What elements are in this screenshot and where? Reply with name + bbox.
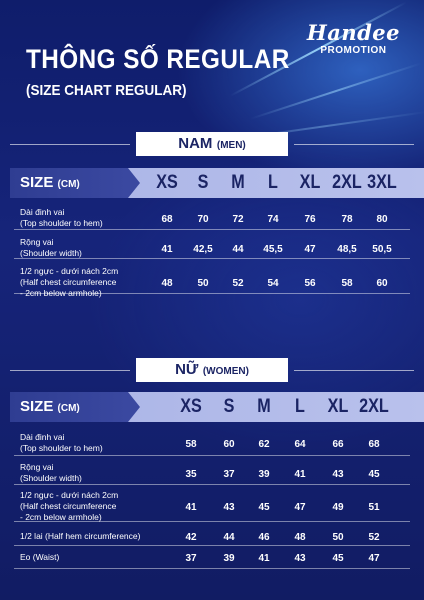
gender-label-women: NỮ (WOMEN) <box>10 358 414 382</box>
table-cell: 47 <box>294 502 306 513</box>
size-column-header: 3XL <box>367 172 397 193</box>
size-column-header: XL <box>299 172 321 193</box>
table-cell: 50 <box>332 532 344 543</box>
table-cell: 62 <box>258 438 270 450</box>
measurement-label: 1/2 ngực - dưới nách 2cm (Half chest circ… <box>20 490 119 522</box>
table-cell: 72 <box>232 213 244 225</box>
table-cell: 45 <box>332 553 344 564</box>
table-cell: 48 <box>161 278 173 289</box>
row-divider <box>14 258 410 259</box>
measurement-label: Dài đinh vai (Top shoulder to hem) <box>20 207 103 228</box>
size-label-text: SIZE <box>20 174 54 191</box>
size-column-header: L <box>268 172 278 193</box>
size-column-header: M <box>257 396 271 417</box>
size-column-header: S <box>223 396 235 417</box>
table-cell: 45,5 <box>263 243 283 255</box>
table-cell: 47 <box>304 243 316 255</box>
table-cell: 46 <box>258 532 270 543</box>
gender-main: NỮ <box>175 361 199 378</box>
size-unit-text: (CM) <box>57 179 80 190</box>
table-cell: 39 <box>258 468 270 480</box>
row-divider <box>14 293 410 294</box>
logo-mark: Handee <box>306 20 400 45</box>
table-cell: 80 <box>376 213 388 225</box>
measurement-label: 1/2 ngực - dưới nách 2cm (Half chest circ… <box>20 266 119 298</box>
table-cell: 48,5 <box>337 243 357 255</box>
table-cell: 45 <box>368 468 380 480</box>
measurement-label: Dài đinh vai (Top shoulder to hem) <box>20 432 103 453</box>
logo-subtitle: PROMOTION <box>320 45 387 56</box>
table-cell: 43 <box>294 553 306 564</box>
table-cell: 66 <box>332 438 344 450</box>
size-label-text: SIZE <box>20 398 54 415</box>
size-column-header: XS <box>156 172 178 193</box>
table-cell: 49 <box>332 502 344 513</box>
size-column-header: L <box>295 396 305 417</box>
table-cell: 44 <box>232 243 244 255</box>
page-title: THÔNG SỐ REGULAR <box>26 44 290 74</box>
table-cell: 68 <box>161 213 173 225</box>
row-divider <box>14 545 410 546</box>
table-cell: 43 <box>223 502 235 513</box>
measurement-label: Rộng vai (Shoulder width) <box>20 462 82 483</box>
table-cell: 70 <box>197 213 209 225</box>
size-column-header: XS <box>180 396 202 417</box>
table-cell: 35 <box>185 468 197 480</box>
gender-sub: (WOMEN) <box>202 366 249 377</box>
table-cell: 50,5 <box>372 243 392 255</box>
table-cell: 39 <box>223 553 235 564</box>
table-cell: 74 <box>267 213 279 225</box>
row-divider <box>14 568 410 569</box>
measurement-label: Eo (Waist) <box>20 552 60 562</box>
size-column-header: S <box>197 172 209 193</box>
table-cell: 47 <box>368 553 380 564</box>
brand-logo: Handee PROMOTION <box>307 20 400 56</box>
table-cell: 58 <box>341 278 353 289</box>
table-cell: 45 <box>258 502 270 513</box>
table-cell: 58 <box>185 438 197 450</box>
table-cell: 56 <box>304 278 316 289</box>
table-cell: 68 <box>368 438 380 450</box>
table-cell: 43 <box>332 468 344 480</box>
table-cell: 42 <box>185 532 197 543</box>
table-cell: 60 <box>223 438 235 450</box>
size-column-header: M <box>231 172 245 193</box>
row-divider <box>14 229 410 230</box>
row-divider <box>14 484 410 485</box>
table-cell: 42,5 <box>193 243 213 255</box>
table-cell: 50 <box>197 278 209 289</box>
gender-main: NAM <box>178 135 213 152</box>
table-cell: 52 <box>368 532 380 543</box>
measurement-label: 1/2 lai (Half hem circumference) <box>20 531 141 541</box>
size-column-header: XL <box>327 396 349 417</box>
table-cell: 48 <box>294 532 306 543</box>
size-header-label: SIZE (CM) <box>10 168 140 198</box>
size-column-header: 2XL <box>359 396 389 417</box>
size-column-header: 2XL <box>332 172 362 193</box>
table-cell: 44 <box>223 532 235 543</box>
table-cell: 54 <box>267 278 279 289</box>
table-cell: 52 <box>232 278 244 289</box>
table-cell: 41 <box>161 243 173 255</box>
table-cell: 76 <box>304 213 316 225</box>
gender-sub: (MEN) <box>216 140 246 151</box>
table-cell: 64 <box>294 438 306 450</box>
page-subtitle: (SIZE CHART REGULAR) <box>26 82 187 99</box>
size-header-label: SIZE (CM) <box>10 392 140 422</box>
gender-label-men: NAM (MEN) <box>10 132 414 156</box>
table-cell: 51 <box>368 502 380 513</box>
row-divider <box>14 521 410 522</box>
table-cell: 41 <box>258 553 270 564</box>
table-cell: 78 <box>341 213 353 225</box>
table-cell: 41 <box>294 468 306 480</box>
row-divider <box>14 455 410 456</box>
table-cell: 41 <box>185 502 197 513</box>
size-unit-text: (CM) <box>57 403 80 414</box>
table-cell: 60 <box>376 278 388 289</box>
measurement-label: Rộng vai (Shoulder width) <box>20 237 82 258</box>
table-cell: 37 <box>185 553 197 564</box>
table-cell: 37 <box>223 468 235 480</box>
